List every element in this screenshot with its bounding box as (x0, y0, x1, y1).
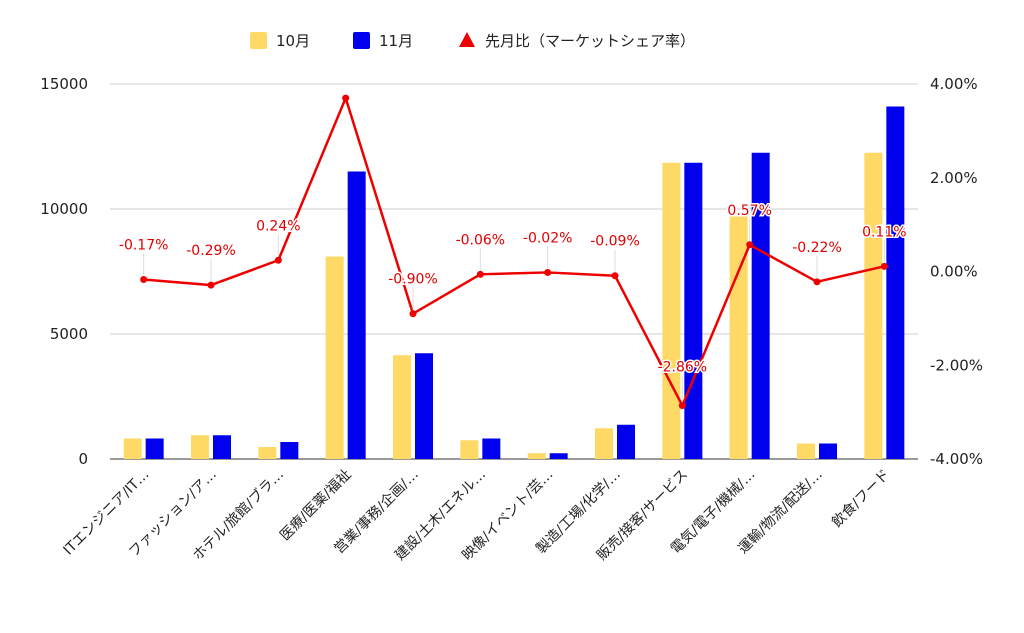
line-point (678, 402, 686, 410)
bar-nov (482, 438, 501, 459)
bar-oct (258, 447, 277, 459)
data-label: -2.86% (658, 360, 708, 376)
bar-oct (729, 216, 748, 459)
legend-label: 11月 (379, 32, 413, 50)
bar-nov (280, 442, 299, 459)
legend-item[interactable]: 11月 (353, 32, 413, 50)
right-tick-label: 4.00% (930, 75, 978, 93)
data-label: -0.02% (523, 230, 573, 246)
share-line (140, 94, 888, 410)
right-tick-label: 2.00% (930, 169, 978, 187)
right-tick-label: -2.00% (930, 356, 983, 374)
category-label: 医療/医薬/福祉 (276, 466, 354, 544)
legend-item[interactable]: 先月比（マーケットシェア率） (459, 32, 695, 50)
data-labels: -0.17% -0.29% 0.24% -0.90% -0.06% -0.02% -0.09… (117, 201, 908, 402)
right-tick-label: 0.00% (930, 263, 978, 281)
data-label: 0.57% (727, 203, 771, 219)
data-label: -0.17% (119, 237, 169, 253)
left-tick-label: 15000 (40, 75, 88, 93)
left-tick-label: 0 (78, 450, 88, 468)
bar-nov (145, 438, 164, 459)
data-label: -0.29% (186, 243, 236, 259)
bar-oct (325, 256, 344, 459)
bar-oct (123, 438, 142, 459)
line-point (544, 268, 552, 276)
right-tick-label: -4.00% (930, 450, 983, 468)
bar-nov (684, 162, 703, 459)
category-labels: ITエンジニア/IT…ファッション/ア…ホテル/旅館/ブラ…医療/医薬/福祉営業… (61, 466, 894, 564)
bars (123, 106, 905, 459)
left-tick-label: 10000 (40, 200, 88, 218)
data-label: -0.22% (792, 240, 842, 256)
bar-oct (191, 435, 209, 459)
bar-oct (527, 453, 546, 459)
line-point (207, 281, 215, 289)
legend-item[interactable]: 10月 (250, 32, 310, 50)
legend-triangle-icon (459, 32, 475, 47)
bar-nov (415, 353, 433, 459)
data-label: -0.09% (590, 234, 640, 250)
bar-oct (460, 440, 479, 459)
left-axis: 0 5000 10000 15000 (40, 75, 88, 468)
bar-oct (393, 355, 411, 459)
line-point (140, 275, 148, 283)
line-point (746, 241, 754, 249)
data-label: 0.11% (862, 224, 906, 240)
bar-oct (595, 428, 613, 459)
line-point (813, 278, 821, 286)
bar-oct (662, 162, 681, 459)
line-point (274, 256, 282, 264)
line-point (880, 262, 888, 270)
line-point (476, 270, 484, 278)
share-line-path (143, 96, 885, 407)
line-point (342, 94, 350, 102)
right-axis: -4.00% -2.00% 0.00% 2.00% 4.00% (930, 75, 983, 468)
bar-nov (213, 435, 231, 459)
bar-nov (347, 171, 366, 459)
bar-oct (864, 152, 883, 459)
left-tick-label: 5000 (50, 325, 88, 343)
category-label: 飲食/フード (828, 466, 893, 531)
legend-swatch (250, 32, 267, 49)
data-label: -0.06% (456, 232, 506, 248)
bar-oct (797, 443, 815, 459)
data-label: -0.90% (388, 272, 438, 288)
bar-nov (751, 152, 770, 459)
gridlines (110, 83, 918, 460)
bar-nov (819, 443, 837, 459)
data-label: 0.24% (256, 218, 300, 234)
bar-nov (886, 106, 905, 459)
legend-swatch (353, 32, 370, 49)
line-point (611, 272, 619, 280)
bar-nov (549, 453, 568, 459)
legend[interactable]: 10月 11月 先月比（マーケットシェア率） (250, 32, 695, 50)
legend-label: 10月 (276, 32, 310, 50)
legend-label: 先月比（マーケットシェア率） (485, 32, 695, 50)
line-point (409, 310, 417, 318)
bar-nov (617, 424, 635, 459)
